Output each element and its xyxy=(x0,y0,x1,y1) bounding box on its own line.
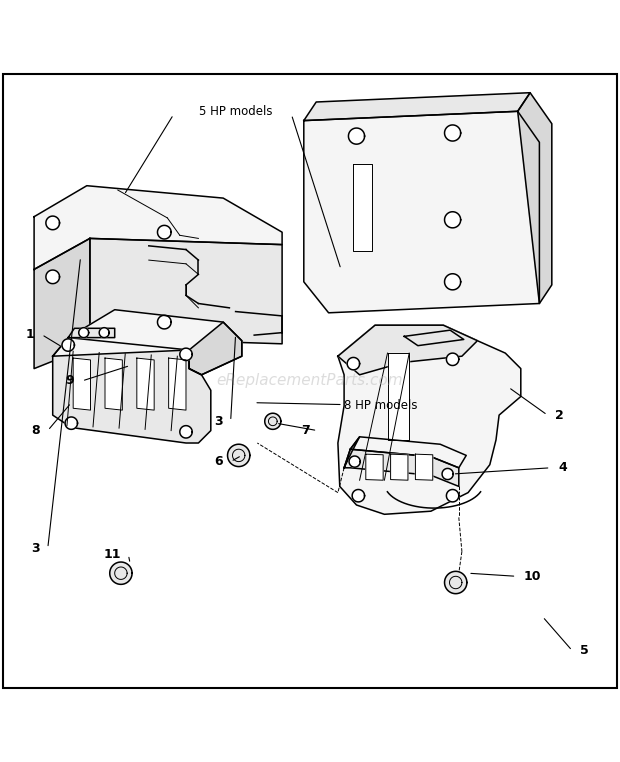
Text: eReplacementParts.com: eReplacementParts.com xyxy=(216,373,404,389)
Text: 10: 10 xyxy=(524,570,541,583)
Polygon shape xyxy=(105,358,122,410)
Polygon shape xyxy=(90,239,282,344)
Polygon shape xyxy=(110,562,132,584)
Polygon shape xyxy=(445,212,461,228)
Polygon shape xyxy=(391,454,408,480)
Polygon shape xyxy=(265,413,281,429)
Polygon shape xyxy=(34,186,282,270)
Polygon shape xyxy=(228,444,250,466)
Text: 2: 2 xyxy=(555,408,564,421)
Polygon shape xyxy=(350,437,466,468)
Polygon shape xyxy=(445,274,461,290)
Polygon shape xyxy=(137,358,154,410)
Polygon shape xyxy=(53,338,211,443)
Polygon shape xyxy=(99,328,109,338)
Polygon shape xyxy=(347,357,360,370)
Text: 5: 5 xyxy=(580,644,588,657)
Polygon shape xyxy=(189,322,242,375)
Text: 8: 8 xyxy=(32,424,40,437)
Polygon shape xyxy=(338,325,521,514)
Polygon shape xyxy=(404,330,464,346)
Polygon shape xyxy=(157,226,171,239)
Polygon shape xyxy=(344,437,360,468)
Polygon shape xyxy=(180,348,192,360)
Polygon shape xyxy=(349,456,360,467)
Polygon shape xyxy=(68,328,115,338)
Polygon shape xyxy=(415,454,433,480)
Polygon shape xyxy=(73,358,91,410)
Text: 7: 7 xyxy=(301,424,310,437)
Polygon shape xyxy=(180,426,192,438)
Polygon shape xyxy=(53,309,242,375)
Polygon shape xyxy=(446,353,459,366)
Polygon shape xyxy=(445,572,467,594)
Text: 11: 11 xyxy=(104,548,121,561)
Polygon shape xyxy=(518,93,552,303)
Polygon shape xyxy=(34,239,90,369)
Polygon shape xyxy=(338,325,477,375)
Polygon shape xyxy=(353,164,372,251)
Polygon shape xyxy=(344,450,459,486)
Polygon shape xyxy=(445,125,461,141)
Polygon shape xyxy=(46,216,60,229)
Polygon shape xyxy=(304,111,539,312)
Text: 8 HP models: 8 HP models xyxy=(344,399,418,412)
Polygon shape xyxy=(46,270,60,283)
Polygon shape xyxy=(169,358,186,410)
Text: 9: 9 xyxy=(66,374,74,388)
Polygon shape xyxy=(352,489,365,502)
Text: 6: 6 xyxy=(215,455,223,468)
Polygon shape xyxy=(62,339,74,351)
Text: 3: 3 xyxy=(215,415,223,427)
Polygon shape xyxy=(446,489,459,502)
Text: 3: 3 xyxy=(32,542,40,555)
Polygon shape xyxy=(442,469,453,479)
Polygon shape xyxy=(157,315,171,329)
Text: 4: 4 xyxy=(558,461,567,474)
Polygon shape xyxy=(388,353,409,440)
Polygon shape xyxy=(304,93,530,120)
Text: 1: 1 xyxy=(25,328,34,341)
Polygon shape xyxy=(65,417,78,429)
Polygon shape xyxy=(79,328,89,338)
Polygon shape xyxy=(348,128,365,144)
Polygon shape xyxy=(366,454,383,480)
Text: 5 HP models: 5 HP models xyxy=(199,105,272,118)
